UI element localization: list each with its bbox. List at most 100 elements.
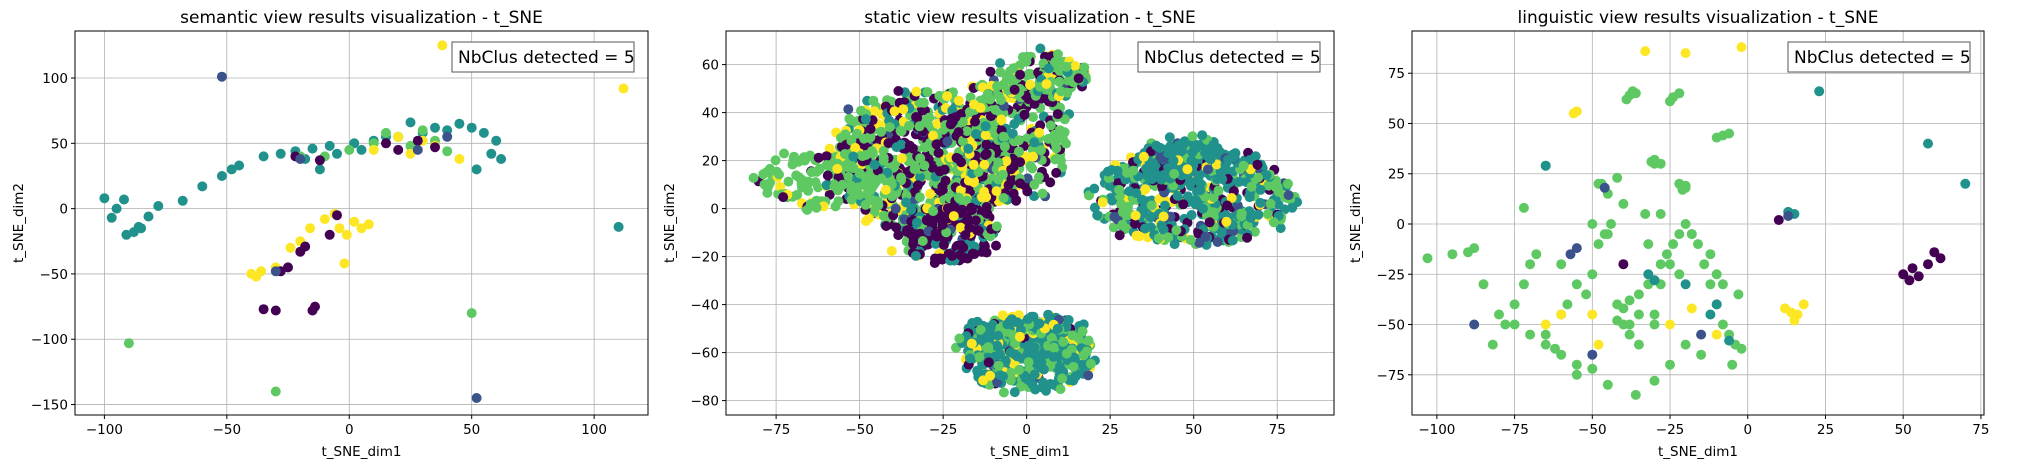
y-tick-label: 50 (51, 136, 68, 152)
scatter-point (393, 131, 404, 142)
scatter-point (275, 148, 286, 159)
scatter-point (813, 182, 823, 193)
scatter-point (974, 352, 985, 363)
scatter-point (1624, 319, 1635, 330)
scatter-point (300, 241, 311, 252)
scatter-point (1898, 269, 1909, 280)
scatter-point (1009, 387, 1020, 398)
scatter-point (1028, 112, 1038, 123)
scatter-point (332, 210, 342, 221)
scatter-point (153, 201, 164, 211)
scatter-point (1117, 219, 1128, 230)
scatter-point (1083, 370, 1094, 381)
scatter-point (1525, 329, 1536, 340)
scatter-point (430, 122, 440, 133)
scatter-point (1045, 120, 1056, 131)
scatter-point (270, 266, 281, 277)
scatter-point (1212, 237, 1223, 247)
scatter-point (1035, 120, 1046, 131)
scatter-point (1234, 176, 1245, 187)
scatter-point (1677, 184, 1688, 195)
scatter-point (1027, 163, 1038, 174)
x-tick-label: −100 (1418, 422, 1455, 438)
scatter-point (216, 171, 227, 181)
scatter-point (915, 172, 926, 183)
scatter-point (845, 115, 856, 126)
scatter-point (814, 163, 825, 174)
scatter-point (1133, 231, 1144, 242)
scatter-point (970, 215, 981, 226)
scatter-point (1227, 235, 1238, 246)
scatter-point (992, 340, 1002, 351)
scatter-point (1633, 309, 1644, 320)
scatter-point (967, 318, 978, 328)
scatter-point (324, 140, 335, 151)
nbclus-annotation: NbClus detected = 5 (1794, 48, 1971, 68)
scatter-point (344, 144, 355, 155)
scatter-point (356, 144, 367, 155)
scatter-point (99, 193, 110, 204)
scatter-point (1081, 346, 1092, 357)
scatter-point (1046, 332, 1057, 343)
y-axis-label: t_SNE_dim2 (662, 183, 678, 263)
scatter-point (1643, 239, 1654, 250)
scatter-point (1724, 128, 1735, 139)
scatter-point (1935, 253, 1946, 264)
scatter-point (1055, 384, 1066, 395)
scatter-point (1630, 88, 1641, 99)
scatter-point (1001, 326, 1012, 337)
scatter-point (1640, 209, 1651, 219)
scatter-point (143, 211, 154, 222)
scatter-point (920, 142, 931, 153)
scatter-point (1130, 210, 1141, 221)
axes-frame (74, 30, 649, 416)
scatter-point (1469, 319, 1480, 330)
scatter-point (1009, 84, 1020, 95)
scatter-point (985, 94, 996, 105)
scatter-point (978, 375, 989, 386)
scatter-point (1109, 211, 1120, 222)
scatter-point (1025, 376, 1036, 387)
scatter-point (906, 204, 917, 215)
scatter-point (1923, 138, 1933, 149)
scatter-point (1102, 166, 1113, 177)
scatter-point (1167, 147, 1178, 158)
scatter-point (942, 203, 953, 214)
x-axis-label: t_SNE_dim1 (1658, 444, 1738, 460)
tick-labels: −75 −50 −25 0 25 50 75 −80 −60 −40 −20 0 20 40 60 (691, 58, 1286, 438)
scatter-point (992, 81, 1003, 92)
scatter-point (1705, 249, 1716, 260)
scatter-point (947, 250, 958, 261)
scatter-point (1005, 347, 1016, 358)
scatter-point (1661, 249, 1672, 260)
scatter-point (950, 112, 961, 123)
x-axis-label: t_SNE_dim1 (321, 444, 401, 460)
scatter-point (1236, 208, 1247, 219)
scatter-point (417, 125, 428, 136)
y-tick-label: −80 (691, 394, 720, 410)
scatter-point (1014, 365, 1024, 375)
scatter-point (962, 126, 972, 137)
scatter-point (995, 67, 1006, 78)
scatter-point (1633, 289, 1644, 300)
scatter-point (1159, 200, 1170, 211)
scatter-point (381, 127, 391, 138)
scatter-point (884, 122, 895, 133)
scatter-point (833, 172, 844, 183)
scatter-point (868, 95, 879, 106)
scatter-point (197, 181, 208, 192)
scatter-point (471, 393, 482, 403)
scatter-point (1024, 68, 1035, 79)
scatter-point (861, 149, 872, 160)
scatter-point (1680, 279, 1691, 290)
scatter-point (1015, 69, 1026, 80)
scatter-point (975, 324, 986, 335)
scatter-point (430, 142, 440, 153)
scatter-point (251, 271, 262, 282)
scatter-point (955, 250, 966, 260)
x-tick-label: 50 (1895, 422, 1912, 438)
scatter-points (1422, 42, 1971, 400)
scatter-point (1200, 147, 1211, 158)
scatter-point (957, 117, 968, 127)
scatter-point (998, 131, 1009, 142)
